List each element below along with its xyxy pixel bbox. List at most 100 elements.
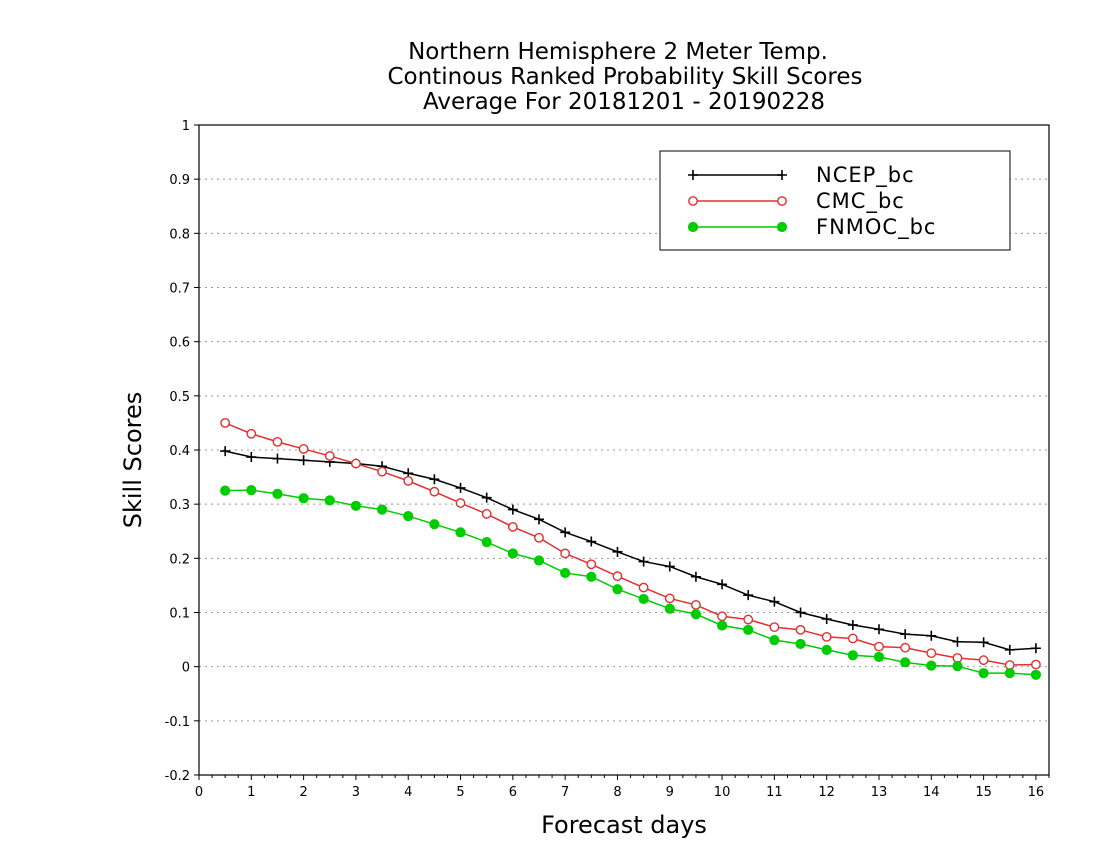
point-fnmoc-bc-31: [1030, 669, 1042, 680]
point-fnmoc-bc-10: [481, 536, 492, 548]
point-ncep-bc-29: [978, 637, 989, 648]
point-cmc-bc-22: [795, 624, 806, 635]
point-fnmoc-bc-22: [795, 638, 806, 650]
point-cmc-bc-26: [900, 642, 911, 653]
point-fnmoc-bc-1: [246, 484, 257, 496]
point-ncep-bc-2: [272, 453, 283, 464]
x-tick-label-5: 5: [456, 785, 464, 800]
y-tick-label-11: 0.9: [169, 173, 190, 188]
point-ncep-bc-11: [507, 504, 518, 515]
point-ncep-bc-19: [717, 579, 728, 590]
legend-label-ncep-bc: NCEP_bc: [816, 163, 915, 188]
chart-title-line-3: Average For 20181201 - 20190228: [423, 89, 825, 115]
point-cmc-bc-20: [743, 614, 754, 625]
point-ncep-bc-23: [821, 614, 832, 624]
point-cmc-bc-12: [534, 532, 544, 543]
series-line-ncep-bc: [224, 450, 1036, 651]
point-ncep-bc-17: [664, 561, 675, 572]
legend-marker-ncep-bc-end: [777, 170, 787, 180]
x-tick-label-11: 11: [766, 785, 783, 800]
chart-title-line-2: Continous Ranked Probability Skill Score…: [387, 64, 862, 90]
x-tick-label-7: 7: [561, 785, 569, 800]
point-fnmoc-bc-14: [586, 571, 597, 582]
point-fnmoc-bc-6: [376, 504, 388, 515]
point-fnmoc-bc-9: [455, 527, 466, 538]
series-ncep-bc: [220, 446, 1041, 655]
x-tick-label-4: 4: [404, 785, 412, 800]
legend-marker-cmc-bc-start: [688, 196, 698, 206]
y-tick-label-0: -0.2: [165, 769, 190, 784]
point-cmc-bc-5: [351, 458, 361, 469]
point-fnmoc-bc-0: [220, 485, 231, 496]
chart-title-line-1: Northern Hemisphere 2 Meter Temp.: [408, 39, 828, 65]
point-cmc-bc-18: [691, 600, 701, 610]
y-axis-label: Skill Scores: [119, 392, 147, 529]
x-tick-label-2: 2: [299, 785, 307, 800]
point-ncep-bc-10: [481, 492, 492, 503]
point-cmc-bc-23: [821, 631, 832, 642]
point-cmc-bc-4: [324, 451, 335, 461]
point-fnmoc-bc-3: [298, 493, 309, 504]
legend-marker-cmc-bc-end: [777, 196, 787, 206]
point-ncep-bc-0: [220, 446, 231, 457]
point-cmc-bc-31: [1031, 659, 1041, 670]
legend-marker-ncep-bc-start: [688, 170, 698, 180]
y-tick-label-12: 1: [182, 119, 190, 134]
point-fnmoc-bc-13: [560, 567, 571, 579]
point-cmc-bc-29: [978, 655, 989, 666]
point-ncep-bc-28: [952, 636, 963, 647]
point-cmc-bc-7: [403, 475, 414, 486]
point-fnmoc-bc-16: [638, 593, 649, 605]
y-tick-label-2: 0: [182, 661, 190, 676]
point-cmc-bc-21: [769, 622, 780, 633]
legend-label-cmc-bc: CMC_bc: [816, 189, 905, 214]
legend-item-ncep-bc: NCEP_bc: [688, 163, 915, 188]
data-series: [220, 418, 1042, 680]
x-tick-label-9: 9: [666, 785, 674, 800]
x-tick-label-6: 6: [509, 785, 517, 800]
point-ncep-bc-27: [926, 630, 937, 641]
point-cmc-bc-11: [507, 522, 518, 532]
legend-label-fnmoc-bc: FNMOC_bc: [816, 215, 936, 240]
point-fnmoc-bc-4: [324, 495, 335, 506]
point-cmc-bc-1: [246, 428, 257, 439]
point-fnmoc-bc-21: [769, 635, 780, 646]
legend-item-fnmoc-bc: FNMOC_bc: [687, 215, 936, 240]
point-ncep-bc-15: [612, 546, 623, 557]
point-ncep-bc-31: [1030, 643, 1041, 654]
point-fnmoc-bc-7: [403, 510, 414, 522]
point-fnmoc-bc-23: [821, 644, 832, 655]
point-fnmoc-bc-29: [978, 668, 989, 679]
point-cmc-bc-17: [664, 593, 675, 604]
legend-item-cmc-bc: CMC_bc: [688, 189, 905, 214]
point-cmc-bc-19: [717, 611, 727, 622]
point-cmc-bc-6: [377, 466, 387, 477]
x-tick-label-3: 3: [352, 785, 360, 800]
point-fnmoc-bc-2: [272, 488, 283, 499]
point-cmc-bc-3: [298, 444, 309, 454]
point-ncep-bc-22: [795, 607, 806, 618]
x-tick-label-15: 15: [975, 785, 992, 800]
point-fnmoc-bc-19: [716, 620, 728, 631]
point-ncep-bc-24: [847, 619, 858, 630]
point-fnmoc-bc-11: [507, 548, 518, 559]
point-cmc-bc-16: [638, 582, 649, 593]
y-tick-label-5: 0.3: [169, 498, 190, 513]
point-cmc-bc-15: [612, 571, 623, 582]
point-ncep-bc-21: [769, 596, 780, 607]
x-tick-label-14: 14: [923, 785, 940, 800]
chart-title: Northern Hemisphere 2 Meter Temp. Contin…: [387, 39, 862, 115]
point-cmc-bc-10: [481, 509, 492, 519]
point-cmc-bc-24: [847, 633, 858, 644]
x-tick-label-10: 10: [714, 785, 731, 800]
point-cmc-bc-8: [429, 486, 440, 497]
point-ncep-bc-16: [638, 556, 649, 567]
point-cmc-bc-27: [926, 648, 937, 659]
point-cmc-bc-9: [455, 498, 466, 508]
point-ncep-bc-26: [900, 629, 911, 640]
point-fnmoc-bc-27: [926, 660, 937, 671]
point-fnmoc-bc-5: [350, 500, 362, 511]
point-cmc-bc-2: [272, 436, 283, 447]
x-tick-label-13: 13: [871, 785, 888, 800]
